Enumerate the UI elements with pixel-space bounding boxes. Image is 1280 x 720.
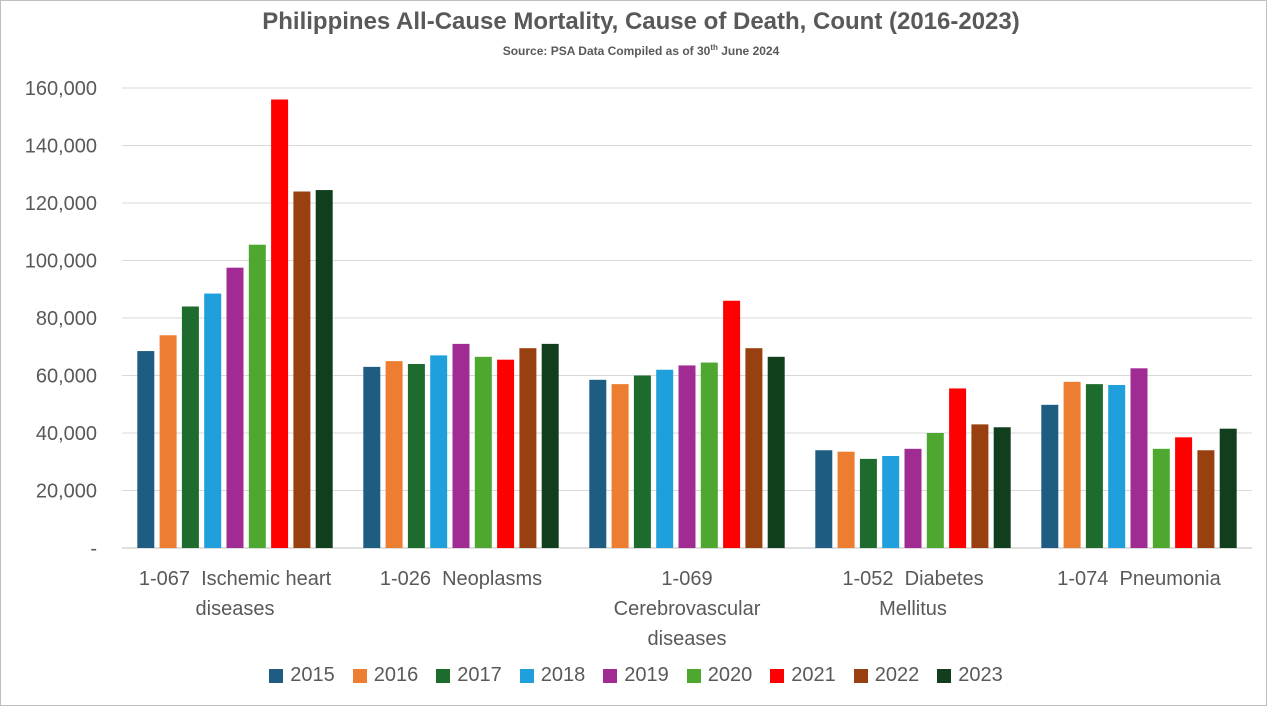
bar-2022 <box>971 424 989 548</box>
legend-swatch <box>686 668 701 683</box>
bar-2019 <box>904 448 922 548</box>
bar-2023 <box>315 190 333 548</box>
bar-2015 <box>137 351 155 548</box>
y-tick-label: 80,000 <box>36 308 97 330</box>
legend-swatch <box>770 668 785 683</box>
legend-item: 2020 <box>686 664 753 687</box>
x-category-label: diseases <box>196 598 275 620</box>
bar-2016 <box>385 361 403 548</box>
bar-2021 <box>1175 437 1193 548</box>
y-tick-label: 100,000 <box>25 251 97 273</box>
bar-2015 <box>589 379 607 548</box>
legend-swatch <box>853 668 868 683</box>
y-tick-label: 20,000 <box>36 481 97 503</box>
chart-subtitle: Source: PSA Data Compiled as of 30th Jun… <box>0 43 1280 58</box>
bar-2015 <box>1041 404 1059 548</box>
legend-label: 2020 <box>707 664 753 686</box>
bar-2018 <box>656 369 674 548</box>
legend-label: 2015 <box>290 664 335 686</box>
bar-2019 <box>226 267 244 548</box>
bar-2020 <box>1152 448 1170 548</box>
legend-label: 2022 <box>874 664 920 686</box>
bar-2016 <box>611 384 629 548</box>
legend-label: 2019 <box>624 664 669 686</box>
x-category-label: 1-074 Pneumonia <box>1057 568 1221 590</box>
bar-2021 <box>723 300 741 548</box>
bar-2015 <box>815 450 833 548</box>
bar-2017 <box>407 364 425 548</box>
bar-2019 <box>678 365 696 548</box>
legend-item: 2017 <box>436 664 502 687</box>
legend-item: 2018 <box>519 664 586 687</box>
y-tick-label: 60,000 <box>36 366 97 388</box>
legend-item: 2021 <box>770 664 836 687</box>
bar-2023 <box>767 356 785 548</box>
y-tick-label: 120,000 <box>25 193 97 215</box>
bar-2022 <box>293 191 311 548</box>
bar-2022 <box>1197 450 1215 548</box>
x-category-label: 1-067 Ischemic heart <box>139 568 332 590</box>
y-tick-label: 160,000 <box>25 78 97 100</box>
legend-item: 2015 <box>269 664 335 687</box>
legend-label: 2023 <box>958 664 1003 686</box>
legend-label: 2021 <box>791 664 836 686</box>
subtitle-suffix: June 2024 <box>717 44 780 58</box>
y-tick-label: 40,000 <box>36 423 97 445</box>
y-tick-label: 140,000 <box>25 136 97 158</box>
bar-2023 <box>1219 428 1237 548</box>
bar-2021 <box>949 388 967 548</box>
legend-swatch <box>436 668 451 683</box>
bar-2018 <box>204 293 222 548</box>
bar-2017 <box>1085 384 1103 548</box>
bar-2019 <box>452 343 470 548</box>
bar-2022 <box>745 348 763 548</box>
bar-2017 <box>859 458 877 548</box>
bar-2015 <box>363 366 381 548</box>
chart-title: Philippines All-Cause Mortality, Cause o… <box>262 8 1020 35</box>
bar-2020 <box>926 433 944 548</box>
bar-2017 <box>181 306 199 548</box>
legend-swatch <box>603 668 618 683</box>
bar-2017 <box>633 375 651 548</box>
bar-2022 <box>519 348 537 548</box>
bar-2018 <box>430 355 448 548</box>
bar-2020 <box>700 362 718 548</box>
bar-2021 <box>271 99 289 548</box>
legend-item: 2019 <box>603 664 669 687</box>
x-category-label: Mellitus <box>879 598 947 620</box>
legend-label: 2016 <box>373 664 419 686</box>
legend-swatch <box>352 668 367 683</box>
bar-2020 <box>474 356 492 548</box>
bar-2016 <box>1063 381 1081 548</box>
legend-swatch <box>519 668 534 683</box>
y-tick-label: - <box>90 538 97 560</box>
x-category-label: 1-069 <box>661 568 712 590</box>
bar-2019 <box>1130 368 1148 548</box>
legend-label: 2017 <box>457 664 502 686</box>
bar-2018 <box>882 456 900 548</box>
x-category-label: diseases <box>648 628 727 650</box>
bar-2023 <box>541 343 559 548</box>
subtitle-prefix: Source: PSA Data Compiled as of 30 <box>502 44 711 58</box>
legend-item: 2016 <box>352 664 419 687</box>
bar-2021 <box>497 359 515 548</box>
legend-swatch <box>937 668 952 683</box>
bar-2020 <box>248 244 266 548</box>
chart-legend: 2015 2016 2017 2018 2019 2020 2021 2022 2023 <box>0 664 1272 687</box>
bar-2018 <box>1108 384 1126 548</box>
legend-label: 2018 <box>540 664 586 686</box>
legend-item: 2023 <box>937 664 1003 687</box>
bar-2016 <box>159 335 177 548</box>
x-category-label: Cerebrovascular <box>614 598 761 620</box>
x-category-label: 1-026 Neoplasms <box>380 568 542 590</box>
subtitle-superscript: th <box>710 43 718 52</box>
bar-2023 <box>993 427 1011 548</box>
x-category-label: 1-052 Diabetes <box>842 568 983 590</box>
legend-item: 2022 <box>853 664 920 687</box>
legend-swatch <box>269 668 284 683</box>
bar-2016 <box>837 451 855 548</box>
